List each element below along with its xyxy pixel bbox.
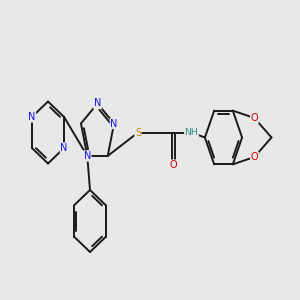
Text: N: N	[110, 118, 118, 128]
Text: N: N	[28, 112, 36, 122]
Text: N: N	[94, 98, 101, 109]
Text: O: O	[250, 113, 258, 123]
Text: O: O	[169, 160, 177, 170]
Text: O: O	[250, 152, 258, 162]
Text: N: N	[60, 143, 68, 153]
Text: N: N	[84, 151, 91, 161]
Text: S: S	[135, 128, 141, 137]
Text: NH: NH	[184, 128, 198, 137]
